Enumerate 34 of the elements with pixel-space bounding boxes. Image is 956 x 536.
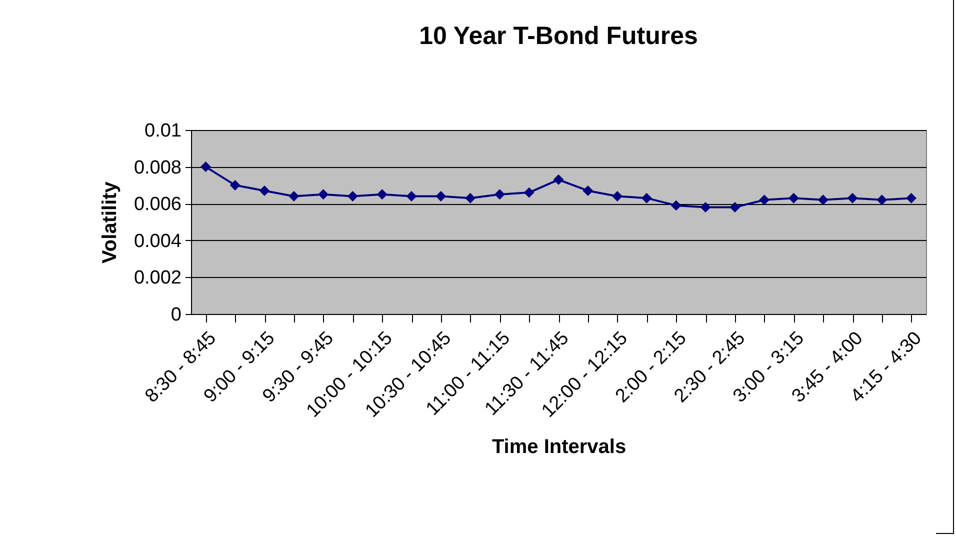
y-tick-label: 0.004 xyxy=(134,230,182,252)
point xyxy=(318,189,329,200)
chart-title: 10 Year T-Bond Futures xyxy=(419,22,698,50)
y-tick-label: 0 xyxy=(170,304,182,326)
point xyxy=(524,187,534,198)
point xyxy=(376,189,388,200)
y-tick-label: 0.002 xyxy=(134,268,182,289)
point xyxy=(759,194,770,206)
point xyxy=(818,194,828,206)
y-tick-label: 0.008 xyxy=(134,157,182,178)
point xyxy=(906,192,917,204)
point xyxy=(876,194,888,206)
point xyxy=(465,192,476,204)
point xyxy=(612,190,623,202)
point xyxy=(259,185,270,196)
point xyxy=(641,192,652,204)
point xyxy=(553,174,564,185)
point xyxy=(406,190,417,202)
point xyxy=(670,200,682,211)
point xyxy=(700,202,711,213)
point xyxy=(288,190,300,202)
point xyxy=(200,162,211,172)
x-axis-title: Time Intervals xyxy=(492,436,626,458)
point xyxy=(847,192,858,204)
y-tick-label: 0.006 xyxy=(134,194,182,216)
point xyxy=(494,189,505,200)
point xyxy=(347,190,358,202)
y-axis-title: Volatility xyxy=(98,180,121,264)
point xyxy=(582,185,594,196)
point xyxy=(436,190,446,202)
point xyxy=(788,192,799,204)
point xyxy=(730,202,740,213)
point xyxy=(230,180,240,190)
y-tick-label: 0.01 xyxy=(144,120,182,142)
